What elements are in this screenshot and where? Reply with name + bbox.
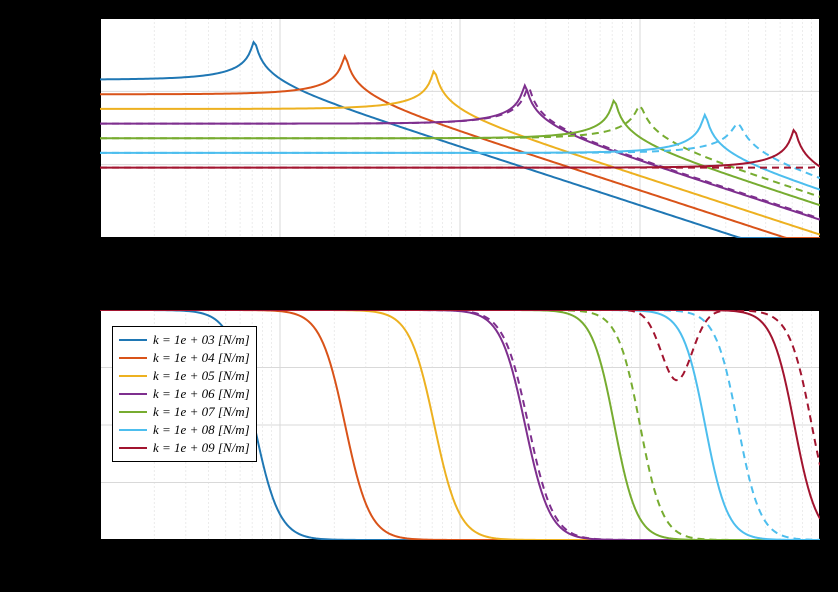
x-axis-label: Frequency [Hz] <box>100 562 820 579</box>
legend-item: k = 1e + 07 [N/m] <box>119 403 250 421</box>
legend-swatch <box>119 429 147 432</box>
legend-swatch <box>119 339 147 342</box>
ytick-label: -100 <box>70 230 94 246</box>
magnitude-plot-svg <box>100 18 820 238</box>
legend-label: k = 1e + 09 [N/m] <box>153 440 250 456</box>
legend-swatch <box>119 393 147 396</box>
legend-item: k = 1e + 09 [N/m] <box>119 439 250 457</box>
ytick-label: -135 <box>70 475 94 491</box>
legend-label: k = 1e + 05 [N/m] <box>153 368 250 384</box>
legend-swatch <box>119 357 147 360</box>
ytick-label: 50 <box>81 10 94 26</box>
legend-item: k = 1e + 06 [N/m] <box>119 385 250 403</box>
ytick-label: 0 <box>88 83 95 99</box>
ytick-label: 0 <box>88 302 95 318</box>
xtick-label: 103 <box>806 242 824 260</box>
legend-item: k = 1e + 05 [N/m] <box>119 367 250 385</box>
legend-swatch <box>119 375 147 378</box>
bode-figure: Magnitude [dB] Phase [deg] Frequency [Hz… <box>0 0 838 592</box>
legend: k = 1e + 03 [N/m] k = 1e + 04 [N/m] k = 1e… <box>112 326 257 462</box>
ytick-label: -90 <box>77 417 94 433</box>
xtick-label: 100 <box>266 242 284 260</box>
xtick-label: 101 <box>446 242 464 260</box>
xtick-label: 103 <box>806 544 824 562</box>
ytick-label: -180 <box>70 532 94 548</box>
phase-ylabel: Phase [deg] <box>22 334 39 534</box>
xtick-label: 101 <box>446 544 464 562</box>
xtick-label: 100 <box>266 544 284 562</box>
legend-label: k = 1e + 03 [N/m] <box>153 332 250 348</box>
xtick-label: 102 <box>626 544 644 562</box>
legend-item: k = 1e + 03 [N/m] <box>119 331 250 349</box>
magnitude-ylabel: Magnitude [dB] <box>22 37 39 237</box>
ytick-label: -50 <box>77 157 94 173</box>
legend-item: k = 1e + 04 [N/m] <box>119 349 250 367</box>
legend-label: k = 1e + 04 [N/m] <box>153 350 250 366</box>
legend-swatch <box>119 411 147 414</box>
legend-item: k = 1e + 08 [N/m] <box>119 421 250 439</box>
legend-label: k = 1e + 08 [N/m] <box>153 422 250 438</box>
legend-swatch <box>119 447 147 450</box>
ytick-label: -45 <box>77 360 94 376</box>
legend-label: k = 1e + 07 [N/m] <box>153 404 250 420</box>
magnitude-panel <box>100 18 820 238</box>
legend-label: k = 1e + 06 [N/m] <box>153 386 250 402</box>
xtick-label: 102 <box>626 242 644 260</box>
